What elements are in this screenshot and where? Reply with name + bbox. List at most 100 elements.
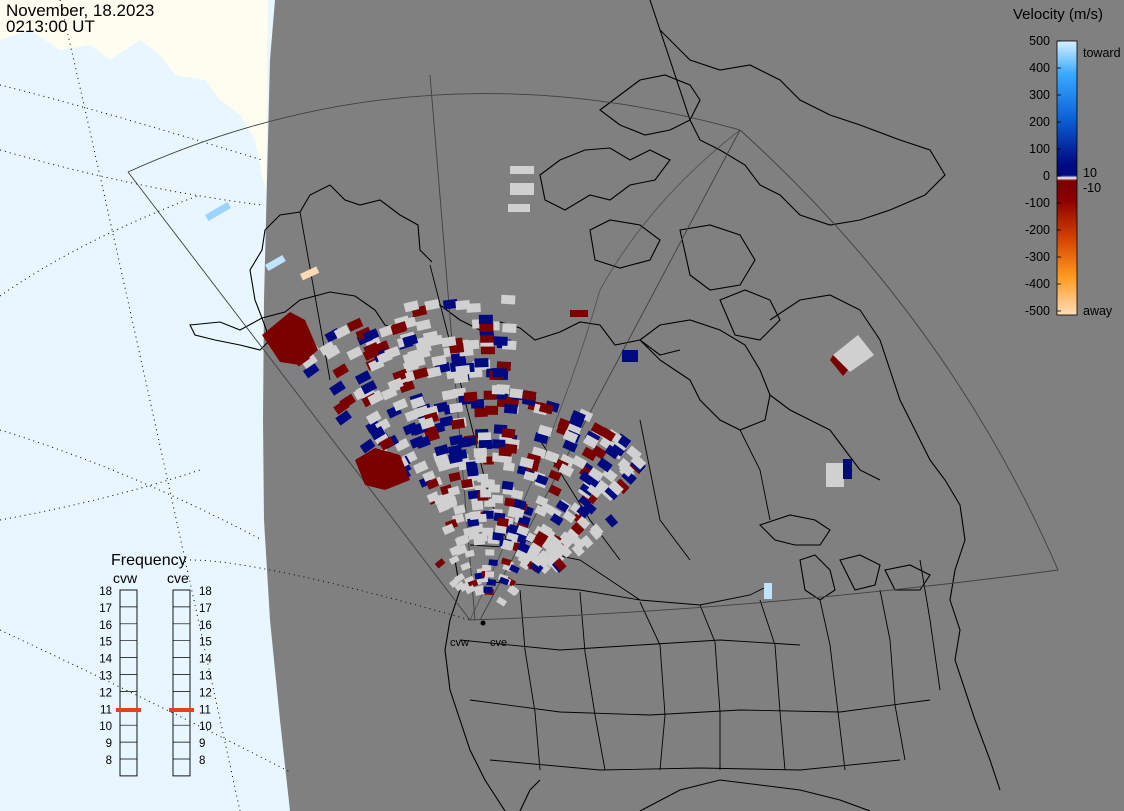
scatter-cell [403,300,420,313]
scatter-cell [516,541,531,554]
frequency-tick-left: 10 [99,721,112,733]
scatter-cell [513,498,527,510]
scatter-cell [473,447,488,458]
scatter-cell [467,490,480,500]
velocity-colorbar: Velocity (m/s) 500 400 300 200 100 0 -100 -200 -… [1013,6,1121,318]
frequency-tick-right: 11 [199,704,211,716]
scatter-cell [548,541,563,555]
scatter-cell [412,460,429,474]
scatter-cell [367,391,384,406]
scatter-cell [454,544,468,556]
scatter-cell [463,391,478,402]
scatter-cell [354,370,372,385]
scatter-cell [485,549,495,556]
scatter-cell [536,554,551,568]
scatter-cell [479,322,494,332]
scatter-cell [434,558,446,569]
scatter-cell [586,483,603,499]
scatter-cell [398,379,415,393]
scatter-cell [454,572,466,583]
scatter-cell [346,346,363,361]
scatter-cell [484,571,495,578]
velocity-tick-label: -400 [1025,277,1050,291]
velocity-scale-title: Velocity (m/s) [1013,6,1103,23]
scatter-cell [483,586,493,593]
frequency-tick-left: 11 [100,704,112,716]
coastlines [189,0,1001,811]
scatter-cell [503,403,518,415]
velocity-tick-label: 400 [1029,61,1050,75]
scatter-cell [553,557,567,572]
radar-site-marker-cvw [480,620,486,626]
scatter-cell [618,461,635,477]
scatter-cell [555,499,570,513]
scatter-cell [415,319,432,332]
date-label: November, 18.2023 [6,1,154,20]
scatter-cell [410,396,426,409]
scatter-cell [414,336,431,349]
scatter-cell [419,417,435,430]
scatter-cell [453,504,466,515]
frequency-tick-right: 13 [199,671,212,683]
scatter-cell [830,355,848,376]
scatter-cell [335,410,352,426]
scatter-cell [516,525,530,537]
scatter-cell [604,444,621,460]
scatter-cell [442,298,458,310]
scatter-cell [422,470,436,482]
scatter-cell [498,576,510,586]
scatter-cell [415,435,431,449]
scatter-cell [329,380,346,396]
scatter-cell [568,525,582,539]
scatter-cell [439,415,454,428]
scatter-cell [496,596,508,607]
scatter-cell [467,579,479,589]
scatter-cell [454,581,466,592]
scatter-cell [630,454,647,470]
scatter-cell [369,425,386,441]
scatter-cell [391,321,408,334]
scatter-cell [591,445,607,460]
scatter-cell [496,517,509,527]
frequency-radar-cvw: cvw [113,570,138,586]
scatter-cell [604,484,621,501]
frequency-radar-cve: cve [167,570,189,586]
scatter-cell [359,438,376,454]
scatter-cell [364,334,381,349]
scatter-cell [596,457,613,473]
scatter-cell [581,446,598,462]
scatter-cell [570,522,585,536]
scatter-cell [498,446,513,457]
scatter-cell [579,470,595,486]
scatter-cell [502,462,515,472]
scatter-cell [562,438,578,453]
frequency-tick-left: 16 [99,620,112,632]
scatter-cell [504,497,517,508]
scatter-cell [559,453,575,468]
scatter-cell [474,358,489,368]
scatter-cell [362,346,380,361]
scatter-cell [467,530,480,541]
scatter-cell [464,584,476,595]
scatter-cell [265,255,286,272]
scatter-cell [510,166,534,174]
scatter-cell [449,402,464,414]
scatter-cell [488,559,498,567]
scatter-cell [600,427,616,442]
scatter-cell [538,402,554,415]
scatter-cell [534,530,549,544]
frequency-tick-left: 18 [99,586,112,598]
scatter-cell [392,398,409,412]
frequency-tick-right: 9 [199,738,205,750]
scatter-cell [511,489,524,500]
scatter-cell [477,432,492,442]
fov-outline [127,74,1059,621]
velocity-inner-label-neg: -10 [1083,181,1101,195]
scatter-cell [614,478,630,495]
radar-site-label-cve: cve [490,637,507,649]
scatter-cell [323,344,341,360]
frequency-title: Frequency [111,552,187,569]
scatter-cell [501,480,514,491]
scatter-cell [431,354,447,367]
velocity-tick-label: 0 [1043,169,1050,183]
